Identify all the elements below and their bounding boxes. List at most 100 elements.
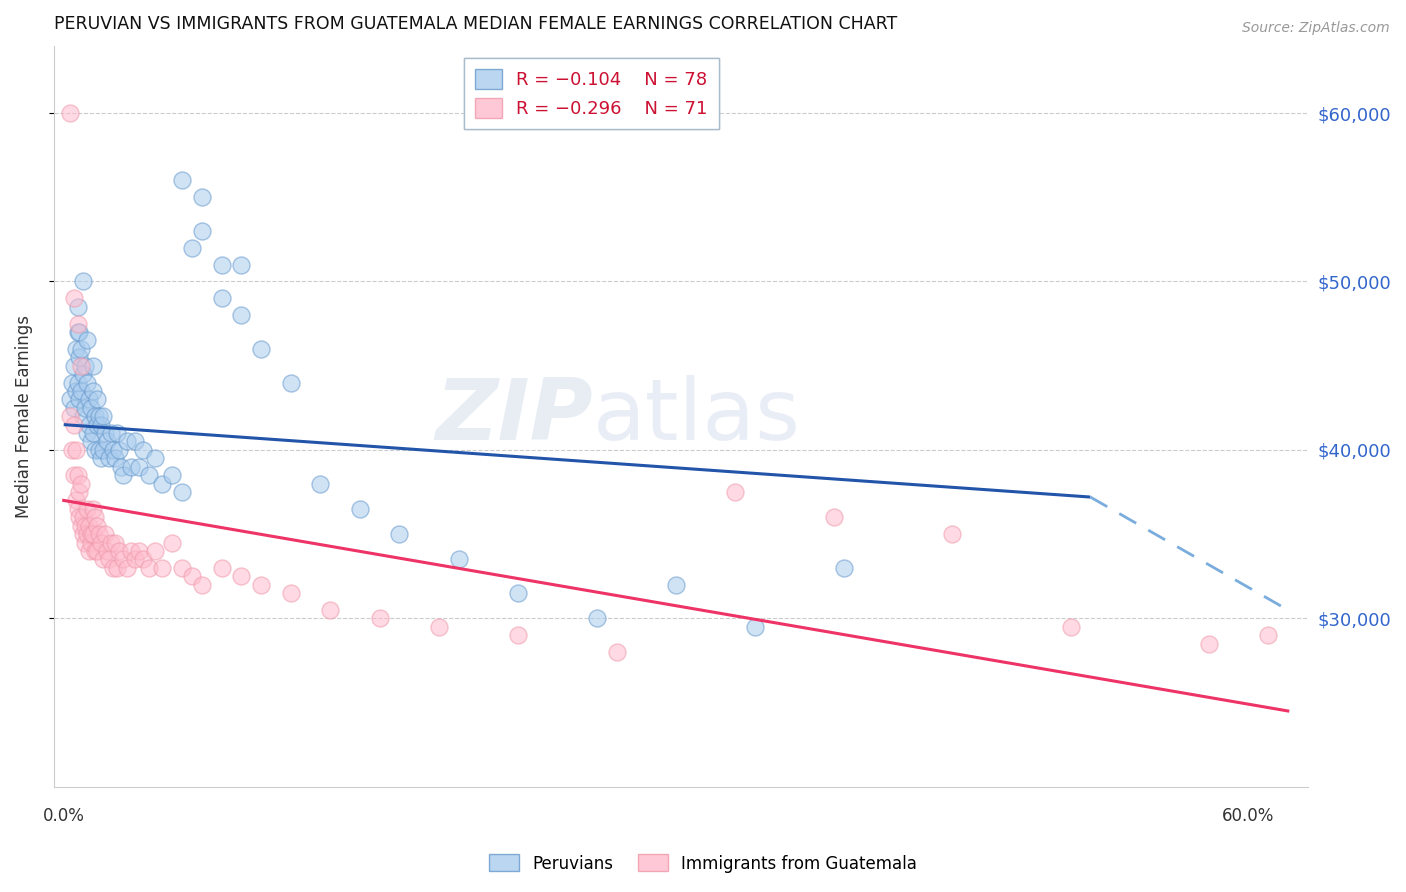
Point	[152, 561, 174, 575]
Point	[115, 434, 138, 449]
Point	[585, 611, 607, 625]
Point	[388, 527, 411, 541]
Point	[62, 468, 84, 483]
Point	[131, 442, 153, 457]
Point	[72, 367, 94, 381]
Point	[211, 258, 233, 272]
Point	[62, 417, 84, 432]
Point	[665, 577, 688, 591]
Point	[80, 527, 103, 541]
Point	[162, 468, 184, 483]
Point	[152, 476, 174, 491]
Point	[90, 417, 112, 432]
Point	[86, 417, 108, 432]
Point	[191, 224, 214, 238]
Point	[70, 342, 93, 356]
Point	[181, 241, 204, 255]
Point	[90, 535, 112, 549]
Point	[79, 392, 101, 407]
Point	[72, 527, 94, 541]
Point	[231, 258, 253, 272]
Point	[131, 552, 153, 566]
Point	[79, 544, 101, 558]
Point	[91, 442, 114, 457]
Point	[101, 442, 124, 457]
Point	[349, 501, 371, 516]
Point	[66, 325, 89, 339]
Point	[94, 425, 117, 440]
Text: 0.0%: 0.0%	[42, 807, 84, 825]
Point	[82, 384, 104, 398]
Point	[89, 527, 111, 541]
Point	[65, 442, 87, 457]
Point	[75, 535, 97, 549]
Point	[76, 527, 98, 541]
Point	[108, 544, 131, 558]
Point	[368, 611, 391, 625]
Point	[111, 468, 134, 483]
Point	[191, 577, 214, 591]
Point	[447, 552, 470, 566]
Point	[128, 544, 150, 558]
Point	[59, 106, 82, 120]
Point	[506, 628, 529, 642]
Point	[86, 392, 108, 407]
Point	[104, 535, 127, 549]
Point	[70, 476, 93, 491]
Point	[89, 409, 111, 424]
Point	[60, 442, 83, 457]
Point	[100, 535, 122, 549]
Point	[76, 376, 98, 390]
Point	[120, 459, 142, 474]
Point	[69, 325, 91, 339]
Point	[79, 417, 101, 432]
Point	[79, 518, 101, 533]
Point	[108, 442, 131, 457]
Point	[69, 392, 91, 407]
Point	[80, 535, 103, 549]
Point	[76, 501, 98, 516]
Point	[250, 342, 273, 356]
Point	[66, 501, 89, 516]
Point	[96, 434, 118, 449]
Point	[211, 561, 233, 575]
Point	[72, 510, 94, 524]
Point	[84, 442, 107, 457]
Point	[101, 561, 124, 575]
Point	[250, 577, 273, 591]
Point	[82, 425, 104, 440]
Point	[84, 409, 107, 424]
Point	[82, 359, 104, 373]
Point	[427, 620, 450, 634]
Text: Source: ZipAtlas.com: Source: ZipAtlas.com	[1241, 21, 1389, 35]
Point	[70, 359, 93, 373]
Point	[62, 291, 84, 305]
Point	[143, 451, 166, 466]
Point	[1059, 620, 1081, 634]
Point	[82, 501, 104, 516]
Text: PERUVIAN VS IMMIGRANTS FROM GUATEMALA MEDIAN FEMALE EARNINGS CORRELATION CHART: PERUVIAN VS IMMIGRANTS FROM GUATEMALA ME…	[53, 15, 897, 33]
Point	[82, 527, 104, 541]
Point	[80, 401, 103, 415]
Point	[110, 459, 132, 474]
Point	[65, 342, 87, 356]
Point	[105, 561, 128, 575]
Point	[231, 569, 253, 583]
Point	[744, 620, 766, 634]
Point	[100, 425, 122, 440]
Point	[66, 317, 89, 331]
Point	[605, 645, 627, 659]
Point	[66, 376, 89, 390]
Point	[66, 300, 89, 314]
Legend: R = −0.104    N = 78, R = −0.296    N = 71: R = −0.104 N = 78, R = −0.296 N = 71	[464, 58, 718, 128]
Point	[231, 308, 253, 322]
Point	[69, 510, 91, 524]
Point	[172, 561, 194, 575]
Point	[69, 485, 91, 500]
Point	[111, 552, 134, 566]
Point	[143, 544, 166, 558]
Point	[69, 351, 91, 365]
Point	[181, 569, 204, 583]
Point	[823, 510, 845, 524]
Point	[280, 586, 302, 600]
